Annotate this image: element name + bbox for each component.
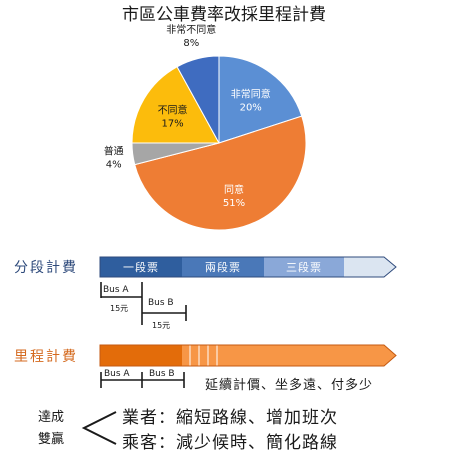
segment-bus-a-fare: 15元	[110, 304, 128, 313]
segment-two	[182, 257, 264, 277]
pie-slice-value-5: 8%	[183, 38, 199, 49]
pie-slice-2	[134, 115, 307, 231]
pie-slice-name-2: 同意	[224, 183, 244, 196]
pie-slice-name-3: 普通	[104, 144, 124, 157]
pie-slice-4	[131, 66, 220, 144]
mileage-bus-brackets	[100, 372, 185, 388]
mileage-bus-a-label: Bus A	[104, 369, 130, 379]
mileage-note: 延續計價、坐多遠、付多少	[205, 377, 373, 393]
win-win-bracket	[81, 411, 117, 445]
mileage-fare-bar	[99, 344, 397, 367]
pie-slice-value-2: 51%	[223, 198, 245, 209]
mileage-paid-section	[100, 345, 182, 366]
segment-bus-brackets	[100, 282, 187, 325]
segment-one	[100, 257, 182, 277]
pie-slice-name-5: 非常不同意	[166, 23, 216, 36]
pie-slice-value-4: 17%	[161, 119, 183, 130]
pie-slice-value-3: 4%	[106, 159, 122, 170]
segment-bus-b-fare: 15元	[152, 321, 170, 330]
passenger-benefit: 乘客：減少候時、簡化路線	[122, 433, 338, 453]
segment-bar-outline	[99, 256, 397, 278]
pie-slice-1	[218, 55, 303, 144]
win-win-title-line2: 雙贏	[38, 432, 64, 447]
segment-one-label: 一段票	[123, 260, 159, 274]
segment-fare-label: 分段計費	[14, 260, 78, 276]
win-win-title-line1: 達成	[38, 410, 64, 425]
segment-bus-b-label: Bus B	[148, 298, 174, 308]
segment-arrow-head	[344, 257, 396, 277]
pie-slice-value-1: 20%	[240, 102, 262, 113]
pie-slice-5	[176, 55, 220, 144]
segment-bus-a-label: Bus A	[103, 285, 129, 295]
pie-slice-name-4: 不同意	[158, 104, 188, 117]
mileage-increment-marks	[189, 345, 218, 366]
segment-fare-bar: 一段票 兩段票 三段票	[99, 256, 397, 278]
pie-chart: 非常同意 20% 同意 51% 普通 4% 不同意 17% 非常不同意 8%	[104, 23, 307, 231]
segment-three-label: 三段票	[286, 260, 322, 274]
mileage-continuing-section	[182, 345, 396, 366]
mileage-bus-b-label: Bus B	[149, 369, 175, 379]
pie-slice-name-1: 非常同意	[231, 87, 271, 100]
mileage-fare-label: 里程計費	[14, 349, 78, 365]
mileage-bar-outline	[99, 344, 397, 367]
segment-two-label: 兩段票	[205, 260, 241, 274]
segment-three	[264, 257, 344, 277]
chart-title: 市區公車費率改採里程計費	[122, 5, 326, 25]
operator-benefit: 業者：縮短路線、增加班次	[122, 408, 338, 428]
